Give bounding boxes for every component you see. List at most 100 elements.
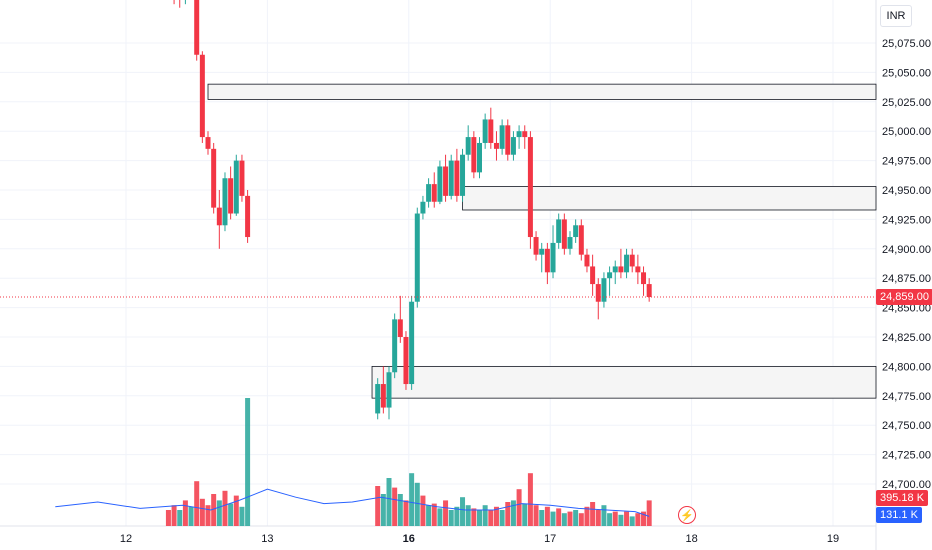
candle-body: [556, 219, 562, 243]
time-tick-label: 18: [685, 533, 697, 545]
candle-body: [510, 137, 516, 155]
candle-body: [527, 137, 533, 238]
volume-average-line: [55, 488, 650, 517]
volume-bar: [448, 510, 454, 526]
volume-bar: [505, 502, 511, 526]
candle-body: [222, 178, 228, 226]
candle-body: [375, 384, 381, 414]
candle-body: [403, 337, 409, 385]
volume-bar: [488, 510, 494, 526]
candle-body: [471, 137, 477, 173]
volume-average-tag: 131.1 K: [876, 507, 922, 523]
volume-bar: [516, 489, 522, 526]
candle-body: [567, 237, 573, 249]
volume-bar: [618, 514, 624, 526]
volume-bar: [539, 510, 545, 526]
candle-body: [618, 266, 624, 273]
volume-bar: [646, 500, 652, 526]
price-tick-label: 24,875.00: [882, 273, 931, 285]
candle-body: [437, 166, 443, 202]
candle-body: [550, 242, 556, 273]
candle-body: [516, 131, 522, 138]
candle-body: [482, 119, 488, 143]
price-tick-label: 24,775.00: [882, 391, 931, 403]
candle-body: [460, 154, 466, 196]
time-tick-label: 13: [261, 533, 273, 545]
volume-tag: 395.18 K: [876, 490, 929, 506]
volume-bar: [522, 503, 528, 526]
candle-body: [573, 225, 579, 238]
candle-body: [386, 372, 392, 408]
currency-label[interactable]: INR: [880, 5, 912, 27]
price-tick-label: 24,925.00: [882, 214, 931, 226]
candle-body: [431, 184, 437, 202]
volume-bar: [409, 473, 415, 526]
volume-bar: [431, 503, 437, 526]
candle-body: [595, 284, 601, 302]
volume-bar: [590, 502, 596, 526]
volume-bar: [477, 510, 482, 526]
volume-bar: [527, 473, 533, 526]
time-tick-label: 17: [544, 533, 556, 545]
candle-body: [499, 125, 505, 149]
volume-bar: [510, 500, 516, 526]
volume-bar: [205, 505, 211, 526]
volume-bar: [386, 478, 392, 526]
candle-body: [245, 195, 251, 238]
price-tick-label: 24,800.00: [882, 361, 931, 373]
volume-bar: [499, 510, 505, 526]
volume-bar: [624, 511, 630, 526]
volume-bar: [493, 506, 499, 526]
candle-body: [533, 237, 539, 255]
volume-bar: [567, 511, 573, 526]
volume-bar: [443, 500, 449, 526]
volume-bar: [426, 505, 432, 526]
time-axis[interactable]: 12 13 16 17 18 19: [120, 533, 839, 545]
lightning-icon[interactable]: ⚡: [678, 506, 696, 524]
candle-body: [426, 184, 432, 202]
price-tick-label: 25,075.00: [882, 38, 931, 50]
price-tick-label: 24,700.00: [882, 479, 931, 491]
price-tick-label: 24,725.00: [882, 450, 931, 462]
volume-bar: [550, 511, 556, 526]
candle-body: [409, 301, 415, 385]
volume-bar: [437, 508, 443, 526]
volume-bar: [578, 513, 584, 526]
candle-body: [205, 137, 211, 149]
price-tick-label: 24,975.00: [882, 156, 931, 168]
zone-box: [371, 365, 877, 399]
volume-bar: [245, 398, 251, 526]
price-tick-label: 25,050.00: [882, 67, 931, 79]
price-tick-label: 25,000.00: [882, 126, 931, 138]
candle-body: [239, 160, 245, 196]
candle-body: [454, 160, 460, 196]
candle-body: [477, 142, 482, 173]
candle-body: [211, 148, 217, 208]
candle-body: [216, 207, 222, 226]
price-axis[interactable]: 25,075.00 25,050.00 25,025.00 25,000.00 24,9…: [882, 38, 931, 491]
price-tick-label: 24,750.00: [882, 420, 931, 432]
chart-grid: [0, 0, 877, 550]
volume-bar: [392, 487, 398, 526]
volume-bar: [199, 498, 205, 526]
volume-bar: [544, 506, 550, 526]
candle-body: [488, 119, 494, 143]
volume-bar: [403, 500, 409, 526]
candle-body: [443, 166, 449, 196]
candle-body: [539, 248, 545, 255]
price-tick-label: 24,850.00: [882, 303, 931, 315]
volume-bar: [380, 494, 386, 526]
volume-bar: [414, 482, 420, 526]
volume-bar: [601, 505, 607, 526]
price-tick-label: 24,950.00: [882, 185, 931, 197]
candle-body: [194, 0, 200, 55]
candle-body: [505, 125, 511, 155]
volume-bars: [165, 398, 652, 526]
last-price-tag: 24,859.00: [876, 289, 932, 306]
volume-bar: [533, 505, 539, 526]
volume-bar: [222, 490, 228, 526]
volume-bar: [177, 510, 183, 526]
candle-body: [601, 278, 607, 302]
volume-bar: [397, 494, 403, 526]
